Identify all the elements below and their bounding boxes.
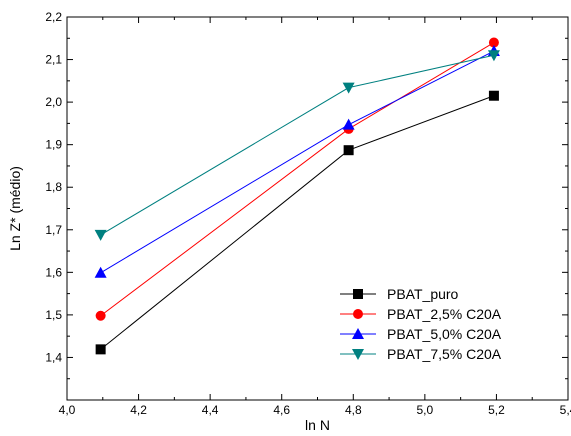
data-point xyxy=(94,229,107,241)
series-4 xyxy=(94,50,500,241)
plot-area xyxy=(66,16,569,401)
legend: PBAT_puro PBAT_2,5% C20A PBAT_5,0% C20A PBA… xyxy=(340,286,502,362)
data-point xyxy=(95,310,106,321)
legend-item: PBAT_7,5% C20A xyxy=(340,346,502,362)
y-tick-label: 1,6 xyxy=(45,265,62,279)
legend-marker xyxy=(353,289,363,299)
y-tick-label: 2,2 xyxy=(45,10,62,24)
legend-marker xyxy=(352,328,364,339)
y-tick-label: 1,8 xyxy=(45,180,62,194)
series-2 xyxy=(95,37,499,321)
legend-marker xyxy=(353,309,363,319)
y-tick-label: 1,9 xyxy=(45,138,62,152)
x-axis-label: ln N xyxy=(305,417,330,433)
series-line xyxy=(100,42,495,317)
series-3 xyxy=(94,45,500,278)
y-tick-label: 2,0 xyxy=(45,95,62,109)
x-tick-label: 5,0 xyxy=(417,403,434,417)
legend-item: PBAT_puro xyxy=(340,286,459,302)
x-tick-label: 4,4 xyxy=(202,403,219,417)
y-axis: 1,4 1,5 1,6 1,7 1,8 1,9 2,0 2,1 2,2 xyxy=(45,10,568,380)
data-point xyxy=(94,266,107,278)
data-point xyxy=(342,118,355,130)
data-point xyxy=(342,82,355,94)
x-tick-label: 4,2 xyxy=(130,403,147,417)
data-point xyxy=(488,90,499,101)
legend-item: PBAT_5,0% C20A xyxy=(340,326,502,342)
x-tick-label: 5,2 xyxy=(488,403,505,417)
x-tick-label: 4,8 xyxy=(345,403,362,417)
series-line xyxy=(100,54,495,236)
legend-label: PBAT_5,0% C20A xyxy=(387,326,502,342)
legend-label: PBAT_7,5% C20A xyxy=(387,346,502,362)
x-tick-label: 5,4 xyxy=(560,403,571,417)
series-1 xyxy=(95,90,499,355)
legend-label: PBAT_2,5% C20A xyxy=(387,306,502,322)
data-point xyxy=(343,145,354,156)
data-point xyxy=(487,50,500,62)
data-point xyxy=(95,344,106,355)
x-tick-label: 4,6 xyxy=(273,403,290,417)
series-layer xyxy=(94,37,500,355)
legend-item: PBAT_2,5% C20A xyxy=(340,306,502,322)
y-tick-label: 2,1 xyxy=(45,53,62,67)
series-line xyxy=(100,50,495,274)
legend-marker xyxy=(352,349,364,360)
x-tick-label: 4,0 xyxy=(59,403,76,417)
x-axis: 4,0 4,2 4,4 4,6 4,8 5,0 5,2 5,4 xyxy=(59,17,571,417)
y-tick-label: 1,7 xyxy=(45,223,62,237)
data-point xyxy=(488,37,499,48)
y-axis-label: Ln Z* (médio) xyxy=(7,166,23,251)
plot-frame xyxy=(66,16,569,401)
y-tick-label: 1,5 xyxy=(45,308,62,322)
y-tick-label: 1,4 xyxy=(45,350,62,364)
legend-label: PBAT_puro xyxy=(387,286,459,302)
